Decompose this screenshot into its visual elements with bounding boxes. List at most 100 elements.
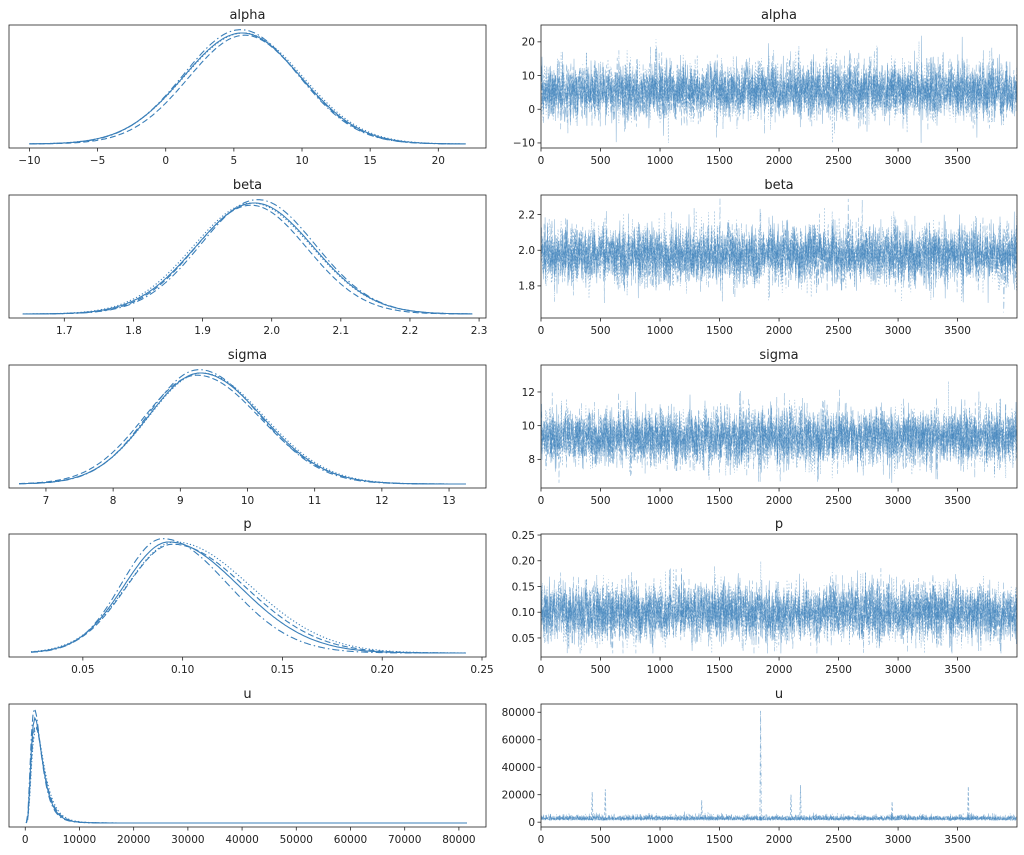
y-tick-label: 20000	[502, 790, 535, 802]
x-tick-label: 2.2	[402, 325, 419, 337]
x-tick-label: 2500	[825, 495, 852, 507]
density-line-3	[19, 369, 466, 485]
plot-area	[30, 538, 466, 654]
x-tick-label: −10	[18, 155, 40, 167]
plot-area	[541, 381, 1017, 483]
y-tick-label: 0	[528, 104, 535, 116]
x-tick-label: 3000	[885, 834, 912, 846]
trace-spike	[789, 794, 793, 821]
x-tick-label: 500	[590, 155, 610, 167]
y-tick-label: 40000	[502, 762, 535, 774]
x-tick-label: 11	[308, 495, 321, 507]
density-line-3	[25, 706, 467, 824]
panel-title: p	[243, 517, 251, 532]
density-line-2	[29, 34, 466, 145]
panel-density-u: u 0 10000 20000 30000 40000 50000 60000 70000 800…	[8, 687, 487, 846]
trace-chain-4	[541, 561, 1017, 654]
y-tick-label: 12	[522, 387, 535, 399]
panel-title: alpha	[229, 8, 265, 23]
y-tick-label: 80000	[502, 707, 535, 719]
panel-trace-beta: beta 1.8 2.0 2.2 0 500 1000 1500 2000 2500 3000 350…	[518, 178, 1018, 337]
trace-chain-4	[541, 811, 1017, 822]
panel-title: sigma	[759, 348, 798, 363]
x-tick-label: 9	[177, 495, 184, 507]
panel-trace-u: u 0 20000 40000 60000 80000 0 500 1000 1500 2000 25…	[502, 687, 1018, 846]
density-line-4	[30, 541, 466, 654]
density-line-4	[19, 372, 466, 485]
density-line-3	[30, 538, 466, 654]
x-tick-label: 1500	[706, 325, 733, 337]
x-tick-label: 1.8	[125, 325, 142, 337]
panel-title: alpha	[761, 8, 797, 23]
trace-chain-3	[541, 198, 1017, 313]
x-tick-label: 1000	[647, 495, 674, 507]
x-tick-label: 2.1	[332, 325, 349, 337]
x-tick-label: 500	[590, 325, 610, 337]
trace-spike	[604, 789, 607, 821]
panel-trace-sigma: sigma 8 10 12 0 500 1000 1500 2000 2500 3000 3500	[522, 348, 1018, 507]
x-tick-label: 15	[363, 155, 376, 167]
x-tick-label: 3000	[885, 155, 912, 167]
x-tick-label: 0	[538, 834, 545, 846]
y-tick-label: 0.25	[512, 530, 535, 542]
x-tick-label: 70000	[388, 834, 421, 846]
x-tick-label: 0	[538, 155, 545, 167]
x-tick-label: 13	[442, 495, 455, 507]
density-line-1	[22, 202, 473, 315]
density-line-1	[25, 716, 467, 824]
x-tick-label: 2.0	[263, 325, 280, 337]
x-tick-label: 500	[590, 664, 610, 676]
panel-title: sigma	[228, 348, 267, 363]
x-tick-label: −5	[90, 155, 105, 167]
x-tick-label: 500	[590, 834, 610, 846]
trace-spike	[891, 801, 894, 821]
x-tick-label: 0	[538, 664, 545, 676]
panel-title: beta	[233, 178, 262, 193]
axes-frame	[540, 703, 1018, 828]
axes-frame	[8, 703, 487, 828]
x-tick-label: 3000	[885, 325, 912, 337]
x-tick-label: 1500	[706, 834, 733, 846]
x-tick-label: 0	[538, 495, 545, 507]
x-tick-label: 1000	[647, 325, 674, 337]
x-tick-label: 0	[162, 155, 169, 167]
panel-trace-p: p 0.05 0.10 0.15 0.20 0.25 0 500 1000 1500 2000 250…	[512, 517, 1018, 676]
x-tick-label: 3500	[944, 834, 971, 846]
x-tick-label: 20000	[117, 834, 150, 846]
density-line-3	[29, 29, 466, 145]
x-tick-label: 2000	[766, 495, 793, 507]
trace-chain-2	[541, 50, 1017, 134]
x-tick-label: 1000	[647, 155, 674, 167]
plot-area	[29, 29, 466, 145]
x-tick-label: 2000	[766, 325, 793, 337]
x-tick-label: 0	[538, 325, 545, 337]
x-tick-label: 12	[375, 495, 388, 507]
y-tick-label: 60000	[502, 735, 535, 747]
trace-chain-4	[541, 39, 1017, 143]
x-tick-label: 1500	[706, 155, 733, 167]
density-line-4	[22, 202, 473, 315]
trace-spike	[759, 710, 762, 821]
density-line-3	[22, 199, 473, 315]
density-line-2	[22, 204, 473, 315]
x-tick-label: 500	[590, 495, 610, 507]
trace-chain-3	[541, 566, 1017, 654]
x-tick-label: 1.9	[194, 325, 211, 337]
x-tick-label: 5	[231, 155, 238, 167]
x-tick-label: 0.10	[171, 664, 194, 676]
x-tick-label: 0	[22, 834, 29, 846]
y-tick-label: 10	[522, 420, 535, 432]
plot-area	[541, 561, 1017, 654]
x-tick-label: 0.05	[71, 664, 94, 676]
x-tick-label: 80000	[442, 834, 475, 846]
density-line-1	[29, 32, 466, 145]
x-tick-label: 10	[295, 155, 308, 167]
x-tick-label: 3500	[944, 155, 971, 167]
y-tick-label: 2.2	[518, 209, 535, 221]
x-tick-label: 10	[241, 495, 254, 507]
x-tick-label: 3500	[944, 664, 971, 676]
y-tick-label: 20	[522, 37, 535, 49]
y-tick-label: 10	[522, 70, 535, 82]
